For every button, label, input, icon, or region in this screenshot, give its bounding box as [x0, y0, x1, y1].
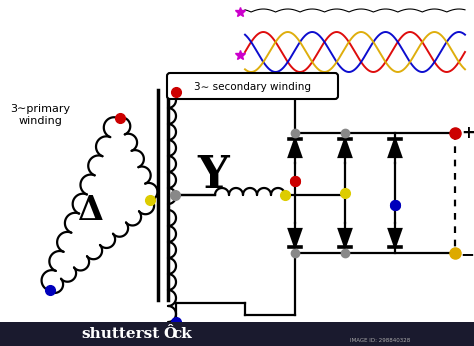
Polygon shape: [289, 229, 301, 247]
Text: Ô: Ô: [163, 327, 176, 341]
Text: +: +: [461, 124, 474, 142]
Text: 3∼primary
winding: 3∼primary winding: [10, 104, 70, 126]
Text: IMAGE ID: 298840328: IMAGE ID: 298840328: [350, 337, 410, 343]
Bar: [0, 322, 474, 346]
Text: Y: Y: [197, 154, 229, 197]
Polygon shape: [339, 229, 351, 247]
Text: ck: ck: [172, 327, 192, 341]
Text: 3∼ secondary winding: 3∼ secondary winding: [194, 82, 311, 92]
Polygon shape: [289, 139, 301, 157]
FancyBboxPatch shape: [167, 73, 338, 99]
Text: Δ: Δ: [77, 193, 103, 227]
Text: −: −: [460, 245, 474, 263]
Polygon shape: [389, 139, 401, 157]
Polygon shape: [389, 229, 401, 247]
Polygon shape: [339, 139, 351, 157]
Text: shutterst: shutterst: [82, 327, 160, 341]
